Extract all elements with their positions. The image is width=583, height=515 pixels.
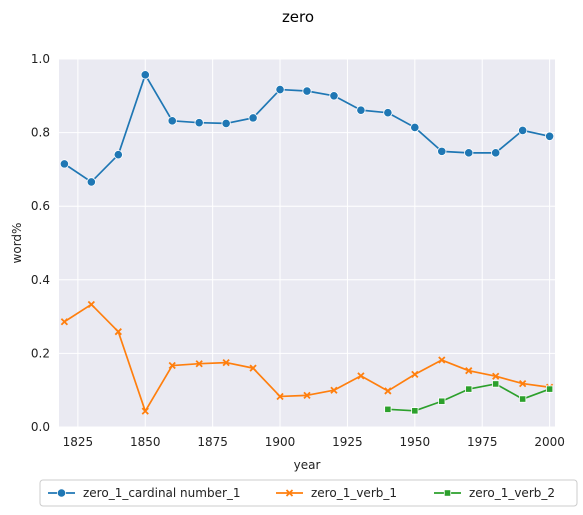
series-1-point	[249, 364, 257, 372]
x-tick-label: 1900	[265, 435, 296, 449]
series-1-point	[492, 372, 500, 380]
series-0-point	[383, 108, 393, 118]
series-1-point	[384, 387, 392, 395]
legend-label-0: zero_1_cardinal number_1	[83, 486, 241, 500]
series-1-point	[411, 370, 419, 379]
x-tick-label: 1875	[197, 435, 228, 449]
legend-frame	[39, 479, 578, 507]
y-tick-label: 0.0	[31, 420, 50, 434]
series-2-point	[438, 397, 446, 405]
series-0-point	[194, 118, 204, 128]
series-2-point	[384, 405, 392, 413]
x-tick-label: 1950	[400, 435, 431, 449]
series-1-point	[357, 372, 365, 380]
series-2-point	[411, 407, 419, 415]
legend-label-1: zero_1_verb_1	[311, 486, 397, 500]
series-0-point	[248, 113, 258, 123]
series-0-point	[545, 131, 555, 141]
series-1-point	[276, 392, 284, 401]
y-tick-label: 1.0	[31, 52, 50, 66]
series-2-point	[465, 385, 473, 393]
series-1-point	[330, 386, 338, 394]
series-2-point	[443, 489, 452, 497]
series-layer	[59, 70, 555, 415]
x-tick-label: 1925	[332, 435, 363, 449]
series-0-point	[437, 146, 447, 156]
series-0-point	[518, 125, 528, 135]
series-1-point	[438, 356, 446, 364]
chart-title: zero	[282, 8, 314, 26]
x-tick-label: 1825	[63, 435, 94, 449]
series-1-point	[141, 407, 149, 415]
tick-labels: 1825 1850 1875 1900 1925 1950 1975 2000 0.0 0.2 0.…	[31, 52, 565, 449]
series-0-point	[59, 159, 69, 169]
series-0-point	[356, 105, 366, 115]
y-axis-label: word%	[10, 223, 24, 264]
series-0-point	[86, 177, 96, 187]
y-tick-label: 0.8	[31, 126, 50, 140]
series-1-point	[60, 318, 69, 326]
series-0-point	[113, 150, 123, 160]
series-1-point	[465, 367, 473, 375]
series-2-point	[519, 395, 527, 403]
series-0-point	[275, 84, 285, 95]
series-2	[384, 380, 554, 415]
series-0-point	[56, 488, 67, 498]
legend-label-2: zero_1_verb_2	[469, 486, 555, 500]
series-0-point	[140, 70, 150, 80]
series-0	[59, 70, 555, 187]
series-0-point	[302, 86, 312, 96]
series-0-point	[221, 118, 231, 129]
plot-area	[59, 59, 555, 427]
y-tick-label: 0.2	[31, 346, 50, 360]
series-1-point	[285, 489, 294, 497]
series-1-point	[87, 300, 95, 309]
x-tick-label: 2000	[534, 435, 565, 449]
x-axis-label: year	[294, 458, 321, 472]
series-1	[60, 300, 554, 415]
series-1-point	[195, 360, 203, 368]
series-0-point	[410, 122, 420, 133]
series-1-point	[114, 328, 122, 336]
series-0-point	[167, 116, 177, 126]
y-tick-label: 0.6	[31, 199, 50, 213]
series-2-point	[492, 380, 500, 388]
series-2-point	[546, 385, 554, 393]
series-1-point	[519, 379, 527, 388]
x-tick-label: 1975	[467, 435, 498, 449]
series-1-point	[222, 358, 230, 367]
x-tick-label: 1850	[130, 435, 161, 449]
gridlines	[59, 58, 555, 428]
legend: zero_1_cardinal number_1 zero_1_verb_1 zer…	[39, 479, 578, 507]
series-1-point	[303, 391, 311, 399]
series-0-point	[464, 148, 474, 158]
series-0-point	[329, 91, 339, 101]
series-0-point	[491, 148, 501, 158]
series-1-point	[168, 361, 176, 370]
y-tick-label: 0.4	[31, 273, 50, 287]
